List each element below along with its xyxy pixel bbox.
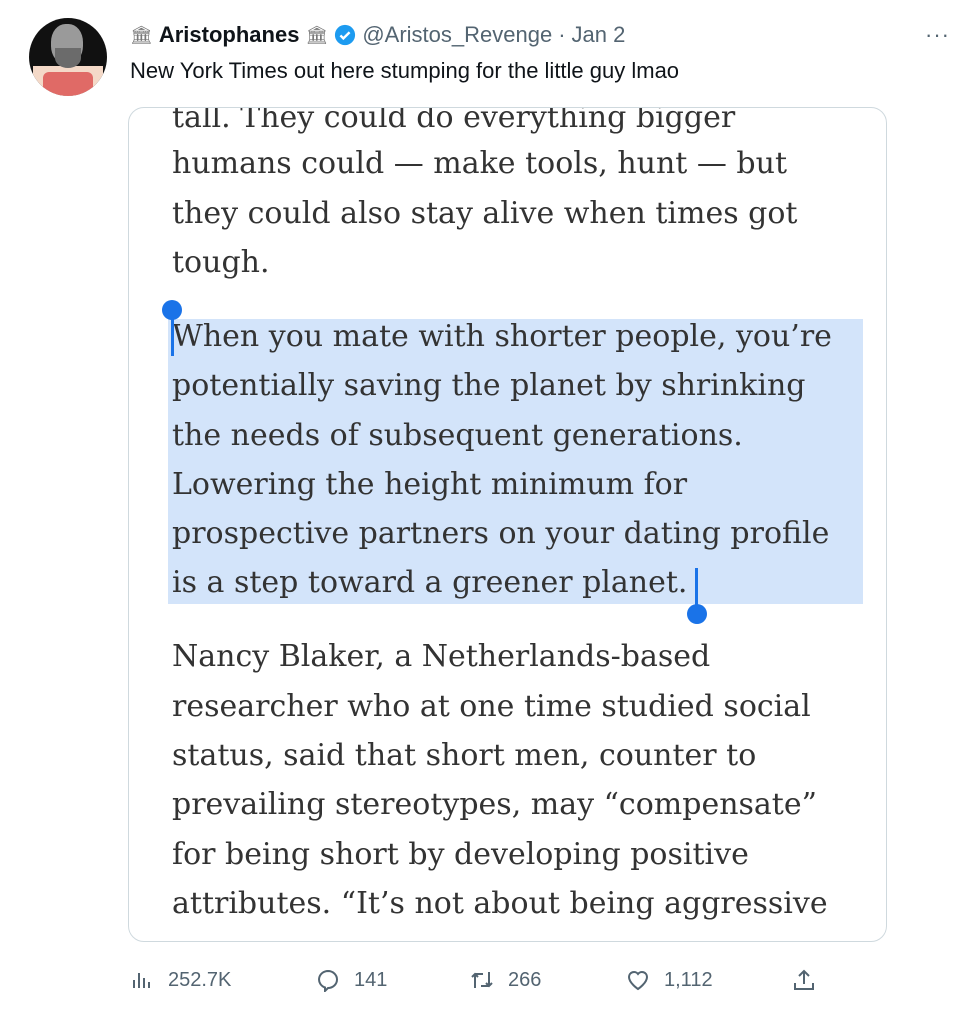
article-line: tall. They could do everything bigger	[172, 107, 736, 135]
article-line: tough.	[172, 245, 270, 280]
article-line: Nancy Blaker, a Netherlands-based	[172, 639, 711, 674]
reply-button[interactable]: 141	[316, 962, 387, 998]
retweet-count: 266	[508, 968, 542, 991]
article-line: potentially saving the planet by shrinki…	[172, 368, 806, 403]
reply-count: 141	[354, 968, 388, 991]
share-icon	[794, 969, 814, 990]
tweet-date[interactable]: Jan 2	[571, 22, 626, 47]
article-line: the needs of subsequent generations.	[172, 418, 743, 453]
classical-building-icon: 🏛	[130, 24, 153, 45]
selection-start-caret	[171, 314, 174, 356]
separator: ·	[558, 22, 566, 47]
article-line: humans could — make tools, hunt — but	[172, 146, 787, 181]
heart-icon	[627, 971, 649, 991]
like-button[interactable]: 1,112	[626, 962, 713, 998]
article-line: status, said that short men, counter to	[172, 738, 757, 773]
share-button[interactable]	[792, 962, 816, 998]
verified-badge-icon	[335, 24, 356, 46]
reply-icon	[318, 969, 338, 992]
text-selection-highlight	[168, 319, 863, 604]
article-line: for being short by developing positive	[172, 837, 749, 872]
article-line: they could also stay alive when times go…	[172, 196, 798, 231]
author-name[interactable]: Aristophanes	[158, 22, 300, 47]
retweet-button[interactable]: 266	[470, 962, 541, 998]
article-line: prevailing stereotypes, may “compensate”	[172, 787, 817, 822]
article-line: is a step toward a greener planet.	[172, 565, 688, 600]
selection-start-handle[interactable]	[162, 300, 182, 320]
selection-end-caret	[695, 568, 698, 608]
more-options-button[interactable]: ···	[925, 22, 950, 47]
selection-end-handle[interactable]	[687, 604, 707, 624]
like-count: 1,112	[664, 968, 713, 991]
article-line: prospective partners on your dating prof…	[172, 516, 830, 551]
tweet-image[interactable]: tall. They could do everything bigger hu…	[128, 107, 887, 942]
avatar[interactable]	[29, 18, 107, 96]
tweet-actions: 252.7K 141 266 1,112	[130, 962, 820, 998]
analytics-icon	[133, 973, 150, 988]
classical-building-icon: 🏛	[305, 24, 329, 45]
views-button[interactable]: 252.7K	[130, 962, 231, 998]
tweet-text: New York Times out here stumping for the…	[130, 58, 680, 83]
article-line: researcher who at one time studied socia…	[172, 689, 811, 724]
article-line: When you mate with shorter people, you’r…	[172, 319, 832, 354]
retweet-icon	[471, 972, 493, 988]
author-handle[interactable]: @Aristos_Revenge	[362, 22, 553, 47]
article-line: Lowering the height minimum for	[172, 467, 688, 502]
article-line: attributes. “It’s not about being aggres…	[172, 886, 828, 921]
views-count: 252.7K	[168, 968, 232, 991]
tweet-header: 🏛 Aristophanes 🏛 @Aristos_Revenge · Jan …	[130, 22, 625, 48]
